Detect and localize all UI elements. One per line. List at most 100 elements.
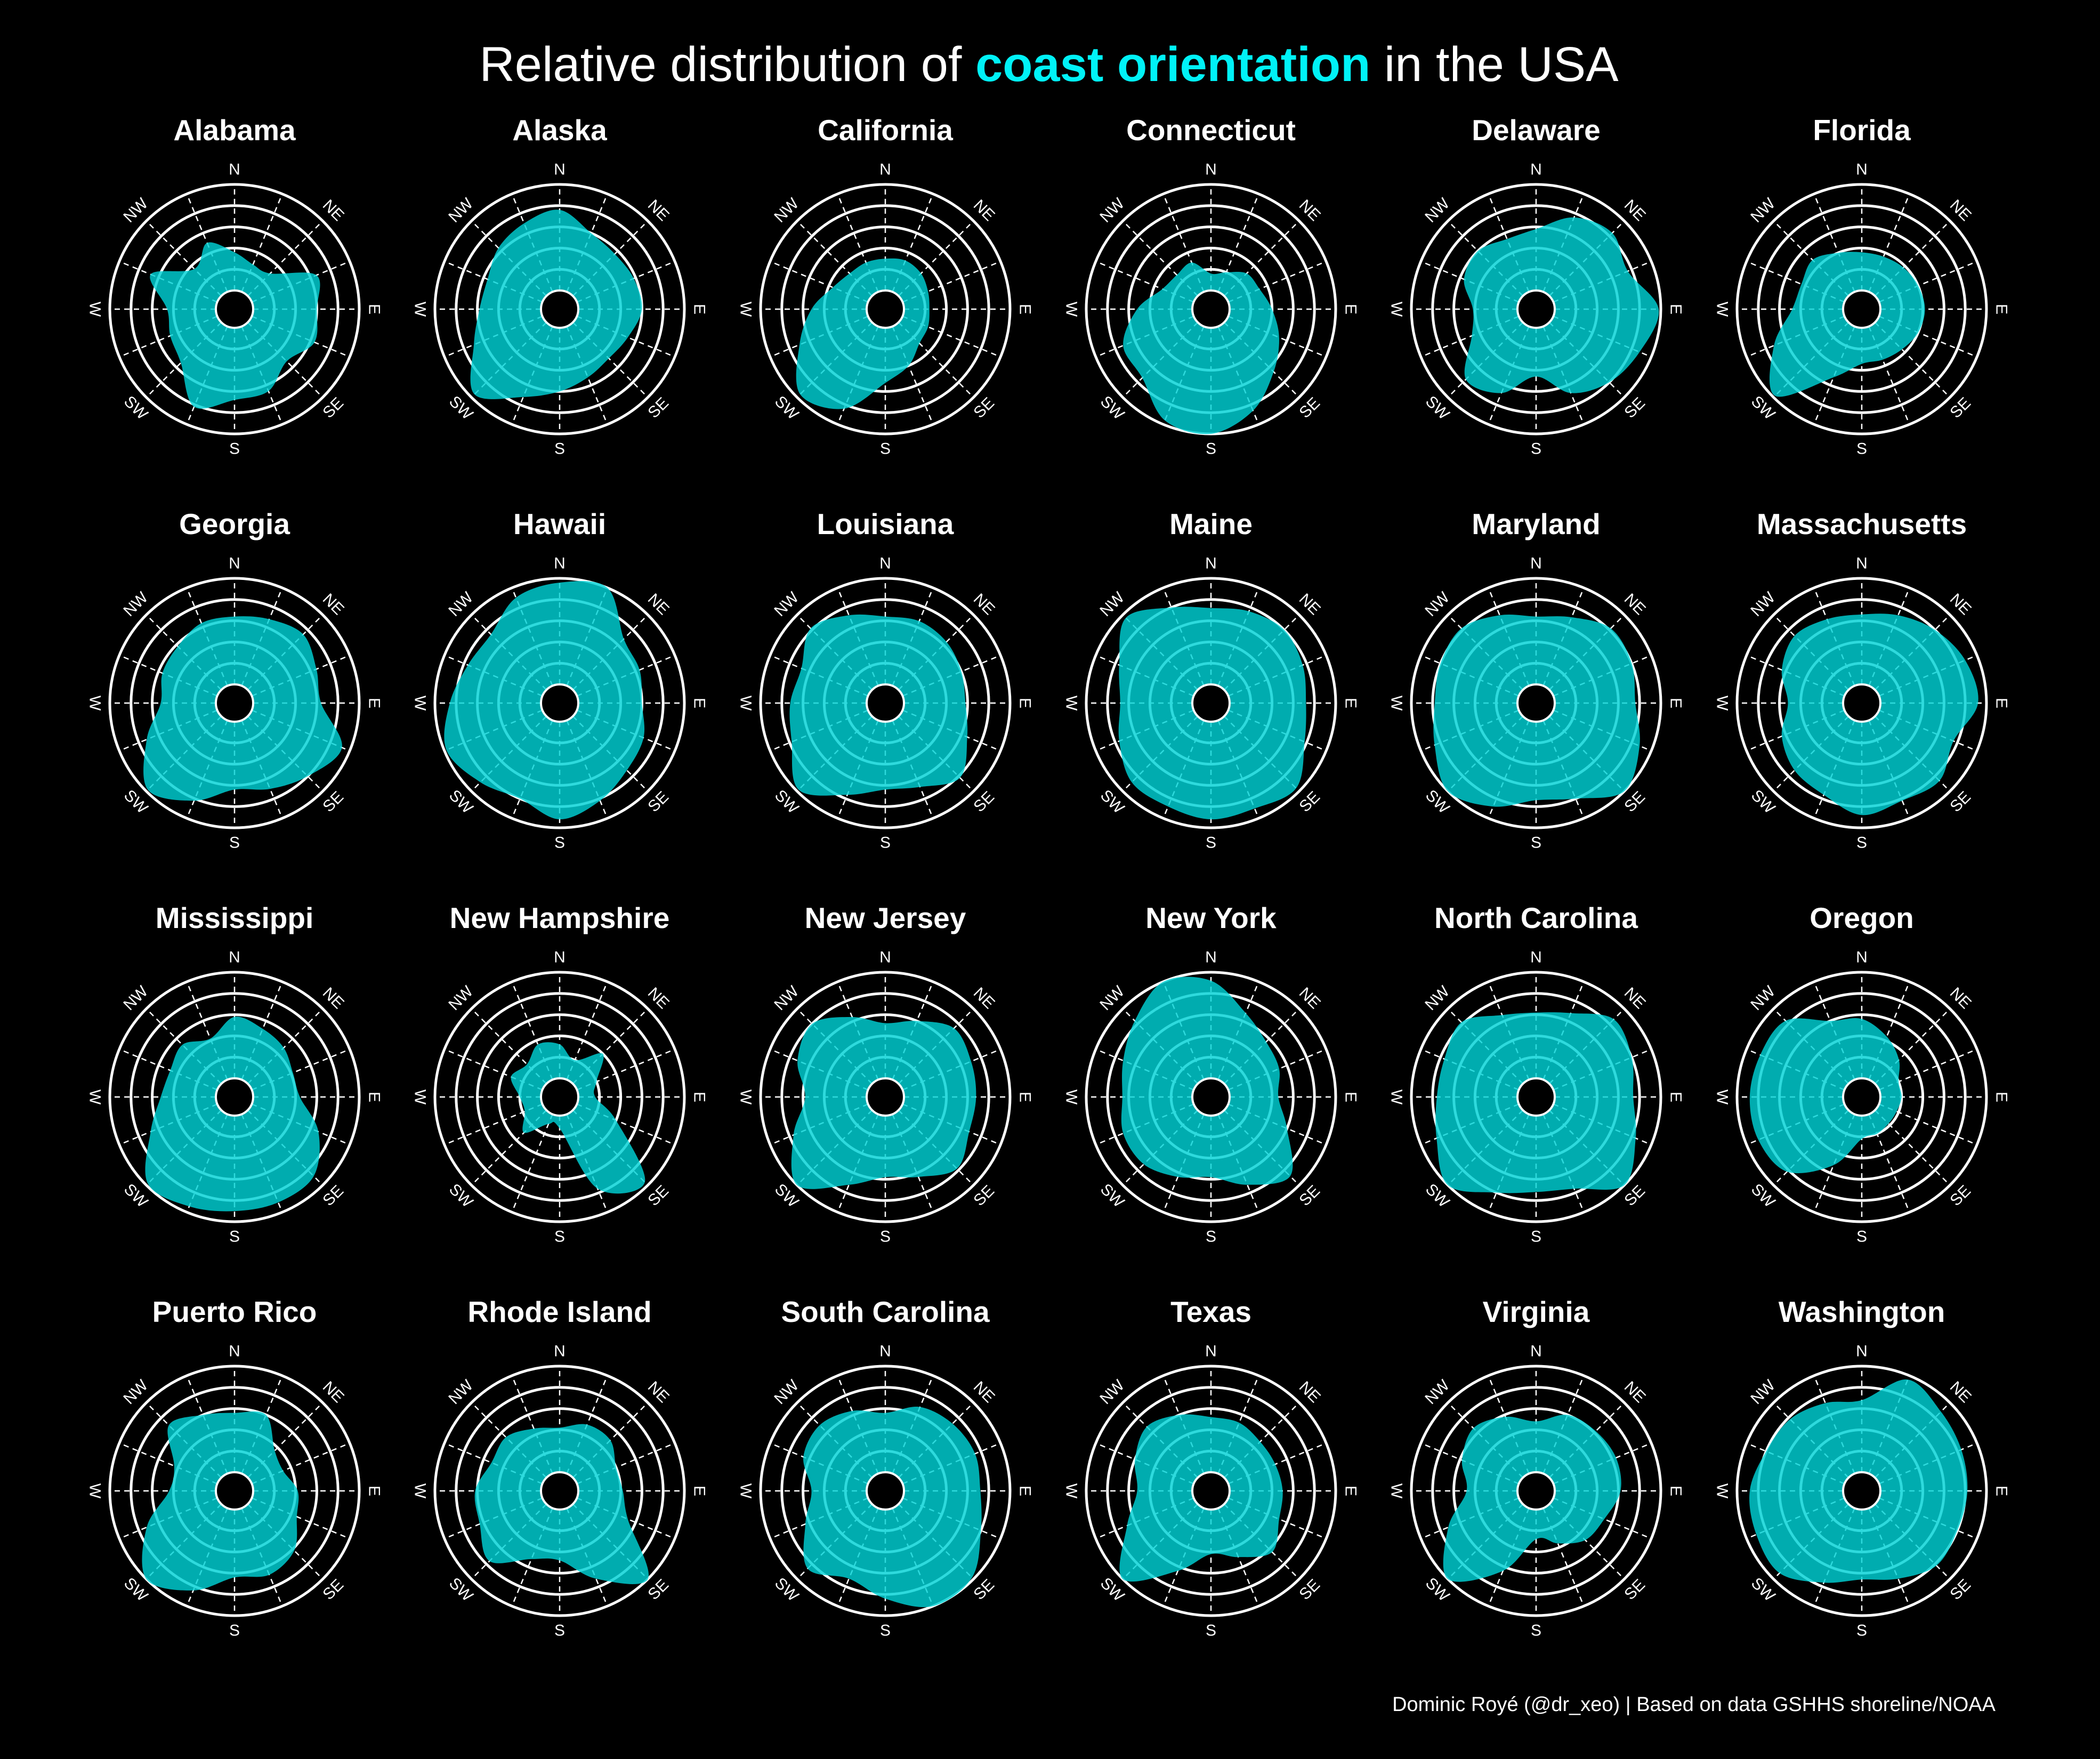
grid-spoke — [572, 1402, 649, 1479]
grid-spoke — [892, 326, 934, 425]
direction-label-s: S — [1206, 1228, 1216, 1246]
direction-label-s: S — [880, 834, 891, 852]
grid-spoke — [902, 316, 1001, 358]
grid-spoke — [1227, 261, 1327, 303]
grid-ring — [455, 992, 665, 1202]
direction-label-e: E — [1667, 698, 1685, 708]
center-hole — [1842, 683, 1881, 723]
grid-spoke — [1223, 220, 1300, 297]
grid-ring — [1431, 992, 1641, 1202]
grid-ring — [130, 598, 340, 808]
grid-spoke — [251, 1497, 350, 1539]
direction-label-e: E — [1993, 304, 2010, 314]
direction-label-n: N — [1856, 949, 1868, 966]
grid-spoke — [186, 981, 228, 1080]
grid-spoke — [251, 1442, 350, 1484]
grid-spoke — [796, 220, 873, 297]
direction-label-e: E — [366, 304, 383, 314]
grid-spoke — [572, 1008, 649, 1085]
center-hole — [866, 1471, 905, 1511]
direction-label-w: W — [1388, 302, 1406, 317]
panel-title: Maryland — [1472, 507, 1600, 540]
direction-label-n: N — [554, 1343, 566, 1360]
direction-label-n: N — [1205, 1343, 1217, 1360]
center-hole — [540, 683, 579, 723]
grid-spoke — [1548, 1503, 1625, 1580]
direction-label-e: E — [691, 1486, 708, 1496]
direction-label-w: W — [1714, 1483, 1731, 1499]
direction-label-e: E — [1667, 304, 1685, 314]
direction-label-e: E — [1016, 1486, 1034, 1496]
panel-title: Rhode Island — [467, 1295, 651, 1328]
direction-label-n: N — [879, 161, 891, 179]
panel-title: Alabama — [173, 114, 296, 147]
grid-spoke — [1868, 981, 1910, 1080]
grid-spoke — [1868, 326, 1910, 425]
grid-spoke — [898, 220, 974, 297]
center-hole — [1842, 1471, 1881, 1511]
grid-spoke — [1874, 321, 1951, 398]
grid-spoke — [444, 1048, 543, 1091]
grid-ring — [1127, 1407, 1295, 1575]
direction-label-s: S — [554, 1228, 565, 1246]
panel-title: North Carolina — [1434, 901, 1638, 934]
grid-ring — [1431, 1386, 1641, 1596]
direction-label-e: E — [1667, 1092, 1685, 1102]
center-hole — [540, 289, 579, 329]
direction-label-w: W — [1388, 1483, 1406, 1499]
center-hole — [1516, 289, 1556, 329]
direction-label-n: N — [229, 1343, 240, 1360]
direction-label-n: N — [1205, 949, 1217, 966]
grid-spoke — [1868, 193, 1910, 293]
direction-label-s: S — [880, 1622, 891, 1640]
grid-spoke — [1420, 316, 1520, 358]
grid-ring — [1757, 204, 1967, 414]
orientation-density-area — [1749, 1018, 1902, 1174]
direction-label-e: E — [691, 304, 708, 314]
grid-spoke — [1878, 261, 1977, 303]
direction-label-s: S — [1531, 1622, 1541, 1640]
grid-spoke — [247, 1402, 324, 1479]
direction-label-n: N — [229, 161, 240, 179]
direction-label-e: E — [1016, 1092, 1034, 1102]
orientation-density-area — [1123, 262, 1279, 434]
direction-label-s: S — [554, 1622, 565, 1640]
panel-title: New Hampshire — [450, 901, 670, 934]
center-hole — [215, 1077, 254, 1117]
direction-label-w: W — [737, 1090, 755, 1105]
grid-spoke — [146, 220, 222, 297]
orientation-density-area — [1464, 217, 1659, 393]
panel-title: Florida — [1813, 114, 1911, 147]
center-hole — [215, 289, 254, 329]
panel-title: California — [818, 114, 953, 147]
grid-spoke — [576, 1103, 675, 1145]
orientation-density-area — [1781, 614, 1978, 816]
center-hole — [866, 1077, 905, 1117]
grid-spoke — [1878, 316, 1977, 358]
direction-label-e: E — [1667, 1486, 1685, 1496]
panels-grid: Alabama N N E E S E S S W W N W Alaska N N E E S E S S W W N W Cal… — [86, 114, 2010, 1640]
grid-spoke — [892, 193, 934, 293]
direction-label-n: N — [554, 949, 566, 966]
grid-spoke — [1813, 193, 1855, 293]
footer-credit: Dominic Royé (@dr_xeo) | Based on data G… — [1392, 1693, 1996, 1716]
direction-label-w: W — [411, 1483, 429, 1499]
grid-ring — [455, 1386, 665, 1596]
grid-ring — [780, 598, 990, 808]
panel-title: Hawaii — [513, 507, 606, 540]
direction-label-w: W — [737, 696, 755, 711]
panel-title: Mississippi — [156, 901, 313, 934]
direction-label-s: S — [554, 834, 565, 852]
grid-spoke — [576, 1048, 675, 1091]
direction-label-w: W — [1714, 302, 1731, 317]
